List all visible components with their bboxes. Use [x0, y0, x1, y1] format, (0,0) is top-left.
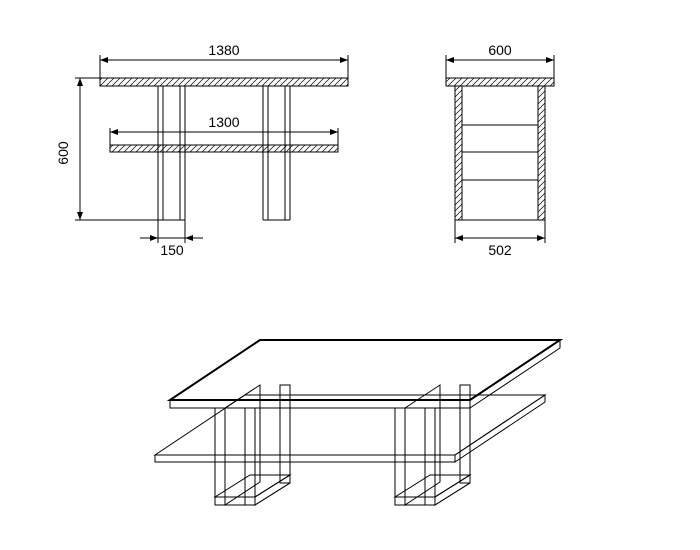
dim-label: 600	[55, 141, 71, 165]
dim-front-shelf: 1300	[110, 114, 338, 145]
dim-label: 1380	[208, 42, 239, 58]
dim-front-top: 1380	[100, 42, 348, 78]
dim-label: 502	[488, 242, 512, 258]
dim-label: 1300	[208, 114, 239, 130]
side-view: 600 502	[446, 42, 554, 258]
isometric-view	[155, 340, 560, 505]
front-view: 1380 600 1300 150	[55, 42, 348, 258]
dim-label: 600	[488, 42, 512, 58]
technical-drawing: 1380 600 1300 150	[0, 0, 700, 550]
dim-side-top: 600	[446, 42, 554, 78]
dim-label: 150	[160, 242, 184, 258]
dim-side-base: 502	[455, 220, 545, 258]
dim-front-leg: 150	[140, 220, 203, 258]
